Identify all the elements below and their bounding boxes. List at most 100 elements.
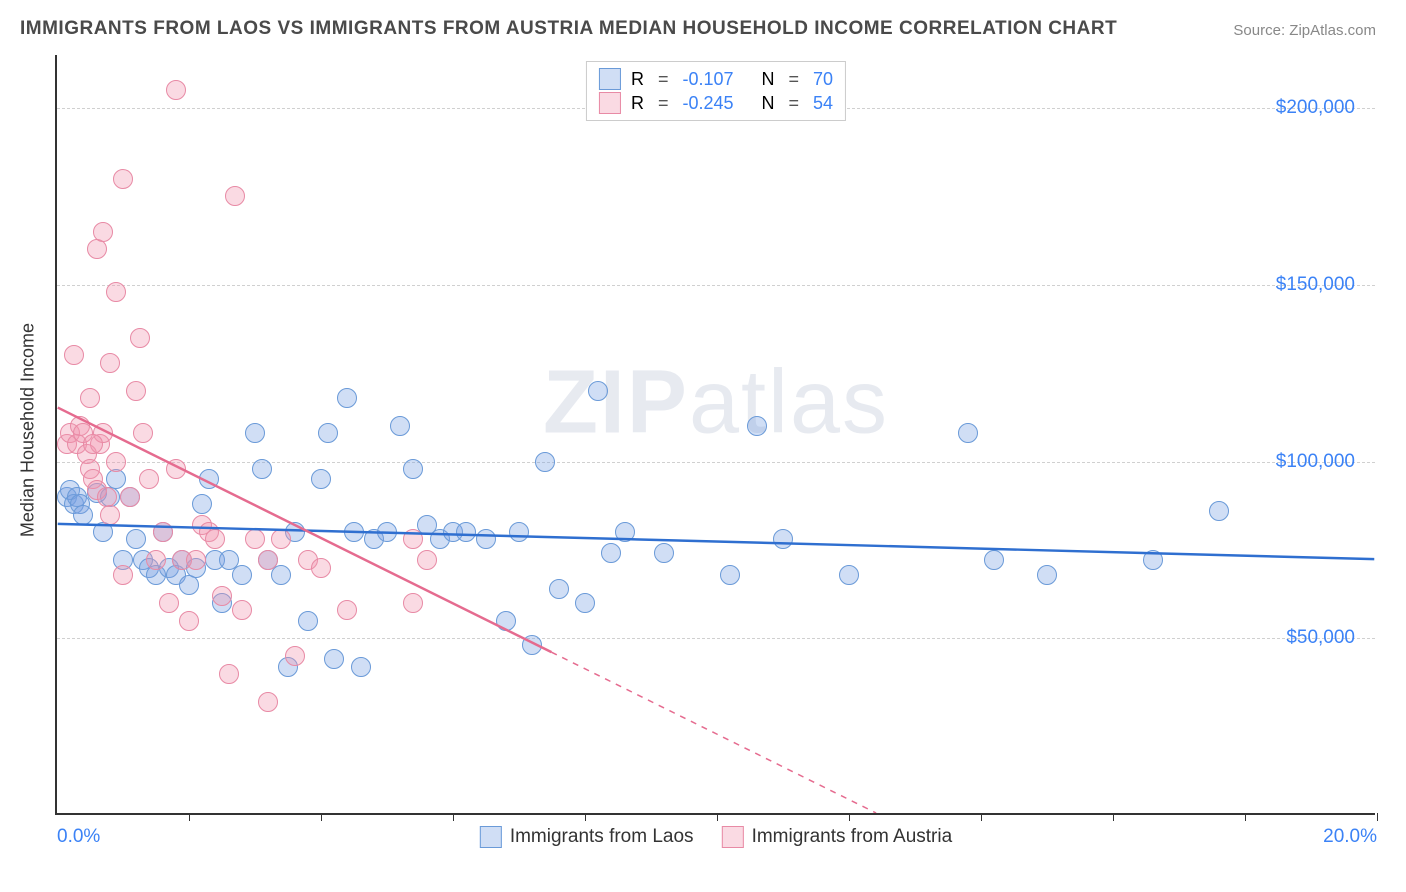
data-point-laos — [390, 416, 410, 436]
data-point-austria — [153, 522, 173, 542]
data-point-laos — [403, 459, 423, 479]
data-point-austria — [93, 222, 113, 242]
data-point-laos — [615, 522, 635, 542]
swatch-laos — [599, 68, 621, 90]
x-tick-mark — [849, 813, 850, 821]
source-label: Source: — [1233, 22, 1289, 39]
n-label: N — [762, 69, 775, 90]
data-point-austria — [403, 593, 423, 613]
legend-label-austria: Immigrants from Austria — [752, 826, 953, 848]
data-point-austria — [100, 353, 120, 373]
data-point-austria — [100, 505, 120, 525]
x-tick-mark — [1377, 813, 1378, 821]
data-point-austria — [166, 80, 186, 100]
data-point-laos — [192, 494, 212, 514]
data-point-laos — [298, 611, 318, 631]
swatch-austria — [722, 826, 744, 848]
data-point-laos — [601, 543, 621, 563]
x-tick-mark — [585, 813, 586, 821]
data-point-laos — [73, 505, 93, 525]
r-label: R — [631, 69, 644, 90]
data-point-laos — [476, 529, 496, 549]
data-point-laos — [958, 423, 978, 443]
data-point-laos — [252, 459, 272, 479]
data-point-austria — [258, 550, 278, 570]
swatch-laos — [480, 826, 502, 848]
data-point-austria — [219, 664, 239, 684]
y-axis-label: Median Household Income — [18, 323, 39, 537]
data-point-austria — [126, 381, 146, 401]
legend-row-austria: R = -0.245 N = 54 — [599, 92, 833, 114]
y-tick-label: $150,000 — [1276, 274, 1355, 296]
data-point-austria — [225, 186, 245, 206]
n-value-austria: 54 — [813, 93, 833, 114]
data-point-austria — [212, 586, 232, 606]
data-point-austria — [311, 558, 331, 578]
data-point-austria — [159, 593, 179, 613]
x-tick-label: 0.0% — [57, 826, 100, 848]
x-tick-mark — [981, 813, 982, 821]
y-tick-label: $100,000 — [1276, 451, 1355, 473]
data-point-austria — [337, 600, 357, 620]
data-point-austria — [80, 388, 100, 408]
watermark-atlas: atlas — [689, 353, 889, 453]
data-point-laos — [106, 469, 126, 489]
data-point-austria — [113, 565, 133, 585]
x-tick-mark — [1245, 813, 1246, 821]
data-point-laos — [535, 452, 555, 472]
source-attribution: Source: ZipAtlas.com — [1233, 22, 1376, 39]
data-point-laos — [839, 565, 859, 585]
data-point-laos — [126, 529, 146, 549]
eq-sign: = — [789, 93, 800, 114]
data-point-laos — [984, 550, 1004, 570]
data-point-laos — [456, 522, 476, 542]
data-point-laos — [1037, 565, 1057, 585]
plot-area: ZIPatlas R = -0.107 N = 70 R = -0.245 N … — [55, 55, 1375, 815]
series-legend: Immigrants from Laos Immigrants from Aus… — [480, 826, 952, 848]
x-tick-mark — [189, 813, 190, 821]
legend-item-laos: Immigrants from Laos — [480, 826, 694, 848]
data-point-austria — [113, 169, 133, 189]
data-point-laos — [522, 635, 542, 655]
x-tick-mark — [321, 813, 322, 821]
r-label: R — [631, 93, 644, 114]
data-point-austria — [232, 600, 252, 620]
data-point-laos — [232, 565, 252, 585]
data-point-austria — [130, 328, 150, 348]
trend-line-extension-austria — [551, 652, 876, 813]
data-point-austria — [271, 529, 291, 549]
data-point-austria — [417, 550, 437, 570]
data-point-laos — [344, 522, 364, 542]
y-tick-label: $200,000 — [1276, 97, 1355, 119]
data-point-laos — [318, 423, 338, 443]
correlation-legend: R = -0.107 N = 70 R = -0.245 N = 54 — [586, 61, 846, 121]
x-tick-mark — [717, 813, 718, 821]
data-point-austria — [120, 487, 140, 507]
data-point-austria — [186, 550, 206, 570]
data-point-austria — [245, 529, 265, 549]
source-link[interactable]: ZipAtlas.com — [1289, 22, 1376, 39]
legend-item-austria: Immigrants from Austria — [722, 826, 953, 848]
data-point-austria — [83, 434, 103, 454]
r-value-laos: -0.107 — [682, 69, 733, 90]
gridline-horizontal — [57, 285, 1375, 286]
data-point-austria — [258, 692, 278, 712]
data-point-laos — [549, 579, 569, 599]
data-point-austria — [106, 282, 126, 302]
data-point-laos — [351, 657, 371, 677]
data-point-austria — [64, 345, 84, 365]
chart-container: IMMIGRANTS FROM LAOS VS IMMIGRANTS FROM … — [0, 0, 1406, 892]
data-point-austria — [146, 550, 166, 570]
data-point-austria — [403, 529, 423, 549]
y-tick-label: $50,000 — [1286, 627, 1355, 649]
data-point-laos — [575, 593, 595, 613]
r-value-austria: -0.245 — [682, 93, 733, 114]
data-point-laos — [199, 469, 219, 489]
data-point-austria — [205, 529, 225, 549]
data-point-austria — [133, 423, 153, 443]
data-point-laos — [588, 381, 608, 401]
eq-sign: = — [658, 93, 669, 114]
watermark: ZIPatlas — [543, 352, 889, 455]
data-point-laos — [337, 388, 357, 408]
x-tick-mark — [453, 813, 454, 821]
